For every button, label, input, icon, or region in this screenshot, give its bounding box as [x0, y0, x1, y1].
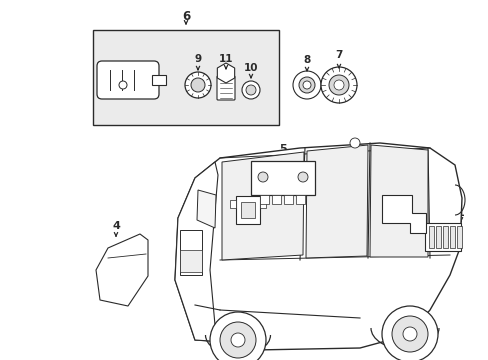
Circle shape — [333, 80, 343, 90]
Polygon shape — [305, 145, 367, 258]
Circle shape — [230, 333, 244, 347]
Bar — [241, 202, 254, 218]
Circle shape — [297, 172, 307, 182]
Text: 6: 6 — [182, 9, 190, 23]
Polygon shape — [96, 234, 148, 306]
Bar — [250, 161, 314, 195]
Circle shape — [242, 81, 260, 99]
Polygon shape — [175, 143, 461, 350]
Circle shape — [209, 312, 265, 360]
Circle shape — [320, 67, 356, 103]
Text: 1: 1 — [456, 208, 464, 218]
Bar — [295, 195, 305, 204]
Circle shape — [303, 81, 310, 89]
Bar — [428, 226, 433, 248]
Bar — [284, 195, 292, 204]
Circle shape — [220, 322, 256, 358]
Bar — [260, 200, 265, 208]
Circle shape — [402, 327, 416, 341]
Text: 2: 2 — [252, 179, 259, 189]
FancyBboxPatch shape — [217, 76, 235, 100]
Polygon shape — [197, 190, 216, 228]
Circle shape — [292, 71, 320, 99]
Bar — [152, 75, 165, 85]
Bar — [449, 226, 454, 248]
Circle shape — [184, 72, 210, 98]
Polygon shape — [381, 195, 425, 233]
Text: 4: 4 — [112, 221, 120, 231]
Circle shape — [298, 77, 314, 93]
Bar — [271, 195, 281, 204]
FancyBboxPatch shape — [97, 61, 159, 99]
Circle shape — [391, 316, 427, 352]
Bar — [180, 250, 202, 272]
Circle shape — [191, 78, 204, 92]
Text: 7: 7 — [335, 50, 342, 60]
Bar — [456, 226, 461, 248]
Bar — [229, 200, 236, 208]
Bar — [442, 226, 447, 248]
Polygon shape — [175, 162, 224, 342]
Circle shape — [245, 85, 256, 95]
Bar — [260, 195, 268, 204]
Polygon shape — [369, 145, 427, 257]
Text: 10: 10 — [243, 63, 258, 73]
Bar — [424, 223, 460, 251]
Circle shape — [119, 81, 127, 89]
Text: 5: 5 — [279, 144, 286, 154]
Text: 3: 3 — [399, 174, 407, 184]
Circle shape — [328, 75, 348, 95]
Circle shape — [381, 306, 437, 360]
Text: 8: 8 — [303, 55, 310, 65]
Bar — [93, 30, 279, 125]
Polygon shape — [222, 152, 304, 260]
Bar — [236, 196, 260, 224]
Polygon shape — [217, 63, 234, 83]
Text: 9: 9 — [194, 54, 201, 64]
Text: 11: 11 — [218, 54, 233, 64]
Circle shape — [349, 138, 359, 148]
Bar — [180, 230, 202, 275]
Bar — [435, 226, 440, 248]
Circle shape — [258, 172, 267, 182]
